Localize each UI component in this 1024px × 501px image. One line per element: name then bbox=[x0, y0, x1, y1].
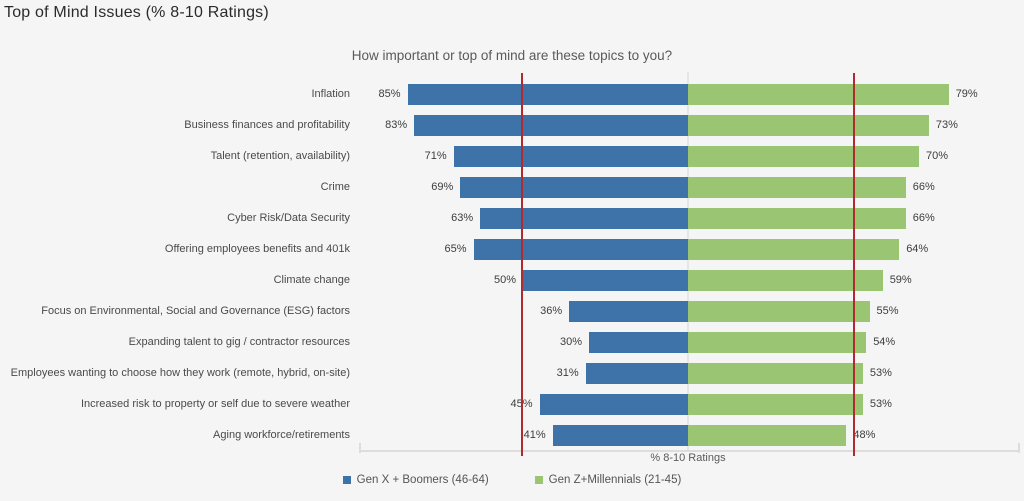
bar-genx-boomers[interactable] bbox=[480, 208, 688, 229]
bar-genx-boomers[interactable] bbox=[460, 177, 688, 198]
value-label-right: 53% bbox=[869, 367, 892, 379]
chart-row: Crime 69% 66% bbox=[0, 172, 1024, 203]
chart-row: Talent (retention, availability) 71% 70% bbox=[0, 141, 1024, 172]
value-label-right: 66% bbox=[912, 212, 935, 224]
bar-genx-boomers[interactable] bbox=[407, 84, 688, 105]
value-label-left: 30% bbox=[559, 336, 582, 348]
value-label-left: 85% bbox=[378, 88, 401, 100]
value-label-right: 48% bbox=[853, 429, 876, 441]
category-label: Employees wanting to choose how they wor… bbox=[10, 367, 350, 379]
bar-genz-millennials[interactable] bbox=[688, 177, 906, 198]
chart-row: Offering employees benefits and 401k 65% 6… bbox=[0, 234, 1024, 265]
chart-title: How important or top of mind are these t… bbox=[351, 48, 673, 63]
category-label: Expanding talent to gig / contractor res… bbox=[128, 336, 350, 348]
value-label-right: 54% bbox=[873, 336, 896, 348]
value-label-right: 53% bbox=[869, 398, 892, 410]
bar-genz-millennials[interactable] bbox=[688, 332, 867, 353]
category-label: Business finances and profitability bbox=[184, 119, 350, 131]
category-label: Climate change bbox=[273, 274, 350, 286]
axis-tick-left bbox=[359, 443, 361, 453]
legend-label: Gen X + Boomers (46-64) bbox=[356, 474, 489, 486]
center-axis-line bbox=[687, 72, 689, 450]
bar-genx-boomers[interactable] bbox=[453, 146, 688, 167]
bar-genz-millennials[interactable] bbox=[688, 115, 929, 136]
axis-tick-right bbox=[1018, 443, 1020, 453]
chart-row: Business finances and profitability 83% 73… bbox=[0, 110, 1024, 141]
value-label-left: 36% bbox=[540, 305, 563, 317]
chart-row: Focus on Environmental, Social and Gover… bbox=[0, 296, 1024, 327]
bar-genz-millennials[interactable] bbox=[688, 425, 847, 446]
x-axis-label: % 8-10 Ratings bbox=[650, 452, 726, 464]
value-label-left: 50% bbox=[493, 274, 516, 286]
page-title: Top of Mind Issues (% 8-10 Ratings) bbox=[4, 4, 269, 21]
category-label: Offering employees benefits and 401k bbox=[164, 243, 350, 255]
category-label: Inflation bbox=[311, 88, 350, 100]
bar-genz-millennials[interactable] bbox=[688, 301, 870, 322]
value-label-left: 69% bbox=[431, 181, 454, 193]
bar-genz-millennials[interactable] bbox=[688, 84, 949, 105]
legend-label: Gen Z+Millennials (21-45) bbox=[548, 474, 682, 486]
value-label-left: 63% bbox=[451, 212, 474, 224]
chart-row: Increased risk to property or self due t… bbox=[0, 389, 1024, 420]
value-label-left: 31% bbox=[556, 367, 579, 379]
bar-genz-millennials[interactable] bbox=[688, 146, 919, 167]
value-label-right: 66% bbox=[912, 181, 935, 193]
value-label-right: 64% bbox=[906, 243, 929, 255]
category-label: Talent (retention, availability) bbox=[210, 150, 350, 162]
bar-genx-boomers[interactable] bbox=[523, 270, 688, 291]
x-axis-line bbox=[359, 443, 1020, 453]
category-label: Crime bbox=[320, 181, 350, 193]
legend-swatch bbox=[342, 476, 351, 484]
reference-line-right bbox=[853, 73, 855, 456]
value-label-right: 70% bbox=[926, 150, 949, 162]
bar-genz-millennials[interactable] bbox=[688, 239, 900, 260]
chart-row: Expanding talent to gig / contractor res… bbox=[0, 327, 1024, 358]
value-label-left: 71% bbox=[424, 150, 447, 162]
value-label-right: 59% bbox=[889, 274, 912, 286]
bar-genx-boomers[interactable] bbox=[539, 394, 688, 415]
bar-genx-boomers[interactable] bbox=[552, 425, 688, 446]
bar-genz-millennials[interactable] bbox=[688, 208, 906, 229]
chart-row: Climate change 50% 59% bbox=[0, 265, 1024, 296]
category-label: Increased risk to property or self due t… bbox=[80, 398, 350, 410]
chart-row: Cyber Risk/Data Security 63% 66% bbox=[0, 203, 1024, 234]
legend-swatch bbox=[534, 476, 543, 484]
value-label-right: 55% bbox=[876, 305, 899, 317]
category-label: Aging workforce/retirements bbox=[213, 429, 350, 441]
chart-row: Employees wanting to choose how they wor… bbox=[0, 358, 1024, 389]
bar-genx-boomers[interactable] bbox=[569, 301, 688, 322]
bar-genx-boomers[interactable] bbox=[589, 332, 688, 353]
value-label-left: 41% bbox=[523, 429, 546, 441]
legend-item[interactable]: Gen X + Boomers (46-64) bbox=[342, 474, 489, 486]
bar-genx-boomers[interactable] bbox=[473, 239, 688, 260]
value-label-left: 65% bbox=[444, 243, 467, 255]
legend: Gen X + Boomers (46-64) Gen Z+Millennials… bbox=[0, 474, 1024, 486]
chart-rows: Inflation 85% 79% Business finances and pro… bbox=[0, 79, 1024, 451]
legend-item[interactable]: Gen Z+Millennials (21-45) bbox=[534, 474, 682, 486]
value-label-right: 79% bbox=[955, 88, 978, 100]
reference-line-left bbox=[521, 73, 523, 456]
chart-row: Inflation 85% 79% bbox=[0, 79, 1024, 110]
category-label: Cyber Risk/Data Security bbox=[227, 212, 350, 224]
chart-row: Aging workforce/retirements 41% 48% bbox=[0, 420, 1024, 451]
value-label-right: 73% bbox=[935, 119, 958, 131]
bar-genz-millennials[interactable] bbox=[688, 394, 863, 415]
value-label-left: 83% bbox=[385, 119, 408, 131]
bar-genx-boomers[interactable] bbox=[414, 115, 688, 136]
category-label: Focus on Environmental, Social and Gover… bbox=[41, 305, 350, 317]
bar-genx-boomers[interactable] bbox=[585, 363, 688, 384]
bar-genz-millennials[interactable] bbox=[688, 363, 863, 384]
bar-genz-millennials[interactable] bbox=[688, 270, 883, 291]
